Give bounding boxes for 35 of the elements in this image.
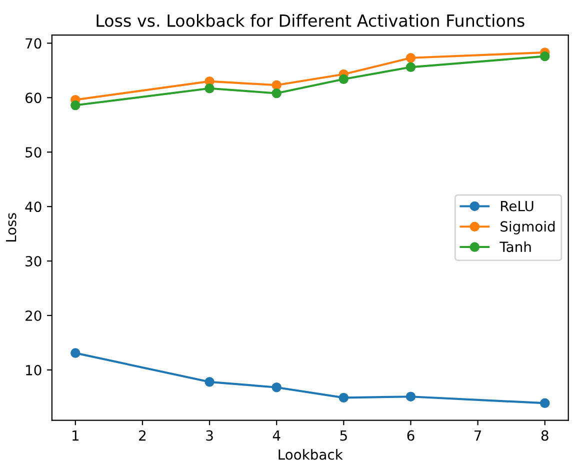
y-axis-title: Loss	[6, 213, 16, 242]
legend-label: Sigmoid	[500, 220, 555, 234]
y-tick-label: 50	[26, 147, 42, 158]
x-axis-title: Lookback	[278, 449, 343, 460]
x-tick-label: 7	[474, 430, 482, 441]
point	[540, 51, 550, 62]
y-tick-label: 70	[26, 38, 42, 49]
point	[338, 74, 349, 84]
point	[70, 348, 80, 358]
point	[540, 398, 550, 408]
point	[204, 377, 214, 387]
y-tick-label: 30	[26, 256, 42, 266]
point	[204, 84, 214, 94]
point	[406, 392, 416, 402]
chart-title: Loss vs. Lookback for Different Activation Functions	[96, 14, 524, 27]
point	[406, 62, 416, 72]
legend-label: Tanh	[500, 241, 531, 252]
x-tick-label: 6	[407, 430, 414, 441]
y-tick-label: 20	[26, 310, 42, 321]
point	[272, 382, 282, 392]
y-tick-label: 60	[26, 92, 42, 104]
x-tick-label: 5	[340, 430, 347, 441]
point	[272, 80, 282, 90]
x-tick-label: 8	[541, 430, 548, 441]
point	[272, 88, 282, 98]
x-tick-label: 4	[272, 430, 280, 441]
y-tick-label: 10	[26, 364, 42, 376]
y-tick-label: 40	[25, 202, 42, 212]
point	[406, 53, 416, 63]
x-tick-label: 1	[72, 430, 79, 441]
x-tick-label: 2	[139, 430, 146, 441]
point	[70, 100, 80, 110]
x-tick-label: 3	[206, 430, 213, 441]
point	[338, 392, 349, 403]
legend-label: ReLU	[501, 200, 534, 212]
